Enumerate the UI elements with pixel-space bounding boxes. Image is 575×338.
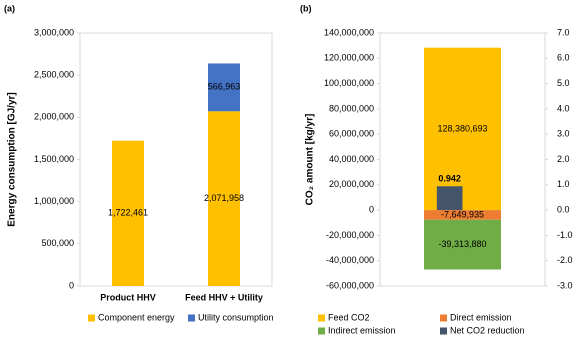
legend-swatch — [440, 314, 447, 322]
legend-label: Utility consumption — [198, 312, 274, 322]
bar — [208, 63, 240, 112]
y-tick-label: 80,000,000 — [329, 103, 374, 113]
y-tick-label: 2,000,000 — [34, 112, 74, 122]
y-tick-label: 140,000,000 — [324, 27, 374, 37]
y2-tick-label: 0.0 — [557, 204, 570, 214]
panel-label: (b) — [300, 3, 312, 13]
bar — [424, 210, 501, 220]
y2-tick-label: 1.0 — [557, 179, 570, 189]
y2-tick-label: -2.0 — [557, 255, 573, 265]
y-axis-title: Energy consumption [GJ/yr] — [7, 92, 18, 226]
legend-label: Component energy — [98, 312, 175, 322]
data-label: 0.942 — [438, 174, 461, 184]
y2-tick-label: -1.0 — [557, 230, 573, 240]
bar — [208, 111, 240, 286]
bar — [112, 140, 144, 286]
y-axis-title: CO₂ amount [kg/yr] — [305, 114, 316, 206]
legend-swatch — [318, 314, 325, 322]
legend-label: Feed CO2 — [328, 312, 370, 322]
y-tick-label: 40,000,000 — [329, 154, 374, 164]
y-tick-label: 3,000,000 — [34, 27, 74, 37]
data-label: -39,313,880 — [438, 239, 486, 249]
y2-tick-label: 6.0 — [557, 53, 570, 63]
data-label: 128,380,693 — [437, 123, 487, 133]
bar — [436, 186, 463, 211]
y-tick-label: 500,000 — [41, 238, 74, 248]
data-label: 566,963 — [208, 82, 241, 92]
x-tick-label: Product HHV — [100, 292, 156, 302]
y2-tick-label: 7.0 — [557, 27, 570, 37]
y-tick-label: 120,000,000 — [324, 53, 374, 63]
data-label: -7,649,935 — [441, 209, 484, 219]
y2-tick-label: 3.0 — [557, 129, 570, 139]
y-tick-label: 60,000,000 — [329, 129, 374, 139]
y-tick-label: 20,000,000 — [329, 179, 374, 189]
y-tick-label: 0 — [369, 204, 374, 214]
plot-frame — [79, 32, 273, 287]
y-tick-label: -40,000,000 — [326, 255, 374, 265]
legend-label: Net CO2 reduction — [450, 325, 525, 335]
bar — [424, 47, 501, 211]
data-label: 1,722,461 — [108, 208, 148, 218]
legend-label: Indirect emission — [328, 325, 396, 335]
y2-tick-label: -3.0 — [557, 280, 573, 290]
legend-label: Direct emission — [450, 312, 512, 322]
y-tick-label: 2,500,000 — [34, 70, 74, 80]
y-tick-label: 100,000,000 — [324, 78, 374, 88]
y-tick-label: 0 — [69, 280, 74, 290]
x-tick-label: Feed HHV + Utility — [185, 292, 263, 302]
y2-tick-label: 2.0 — [557, 154, 570, 164]
y-tick-label: -20,000,000 — [326, 230, 374, 240]
y2-tick-label: 5.0 — [557, 78, 570, 88]
y-tick-label: 1,500,000 — [34, 154, 74, 164]
legend-swatch — [440, 327, 447, 335]
y-tick-label: -60,000,000 — [326, 280, 374, 290]
legend-swatch — [88, 314, 95, 322]
y-tick-label: 1,000,000 — [34, 196, 74, 206]
bar — [424, 219, 501, 270]
legend-swatch — [188, 314, 195, 322]
data-label: 2,071,958 — [204, 193, 244, 203]
legend-swatch — [318, 327, 325, 335]
y2-tick-label: 4.0 — [557, 103, 570, 113]
panel-label: (a) — [4, 3, 15, 13]
